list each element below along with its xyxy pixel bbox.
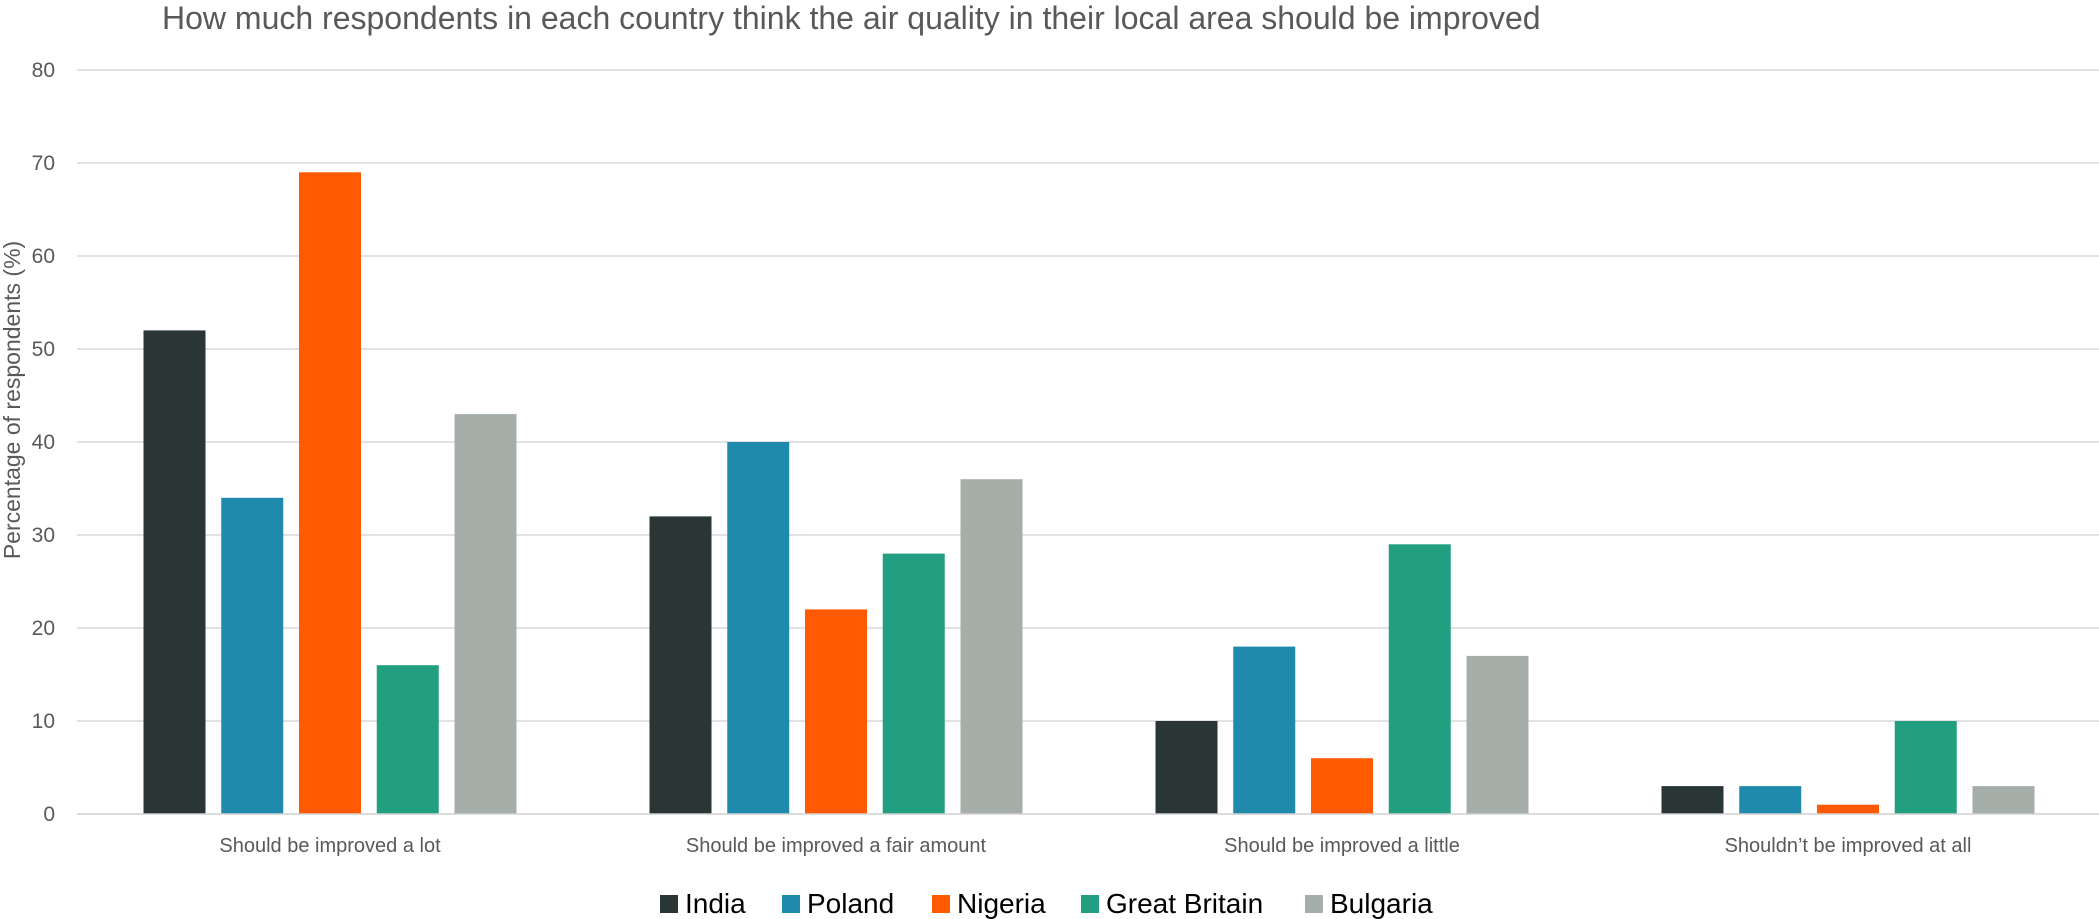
y-tick-label: 30 [32,524,55,547]
bar-bulgaria-1 [454,414,517,814]
gridlines [77,69,2099,722]
bar-india-1 [143,330,206,814]
x-category-label: Should be improved a little [1224,835,1460,857]
x-category-label: Should be improved a fair amount [686,835,987,857]
y-tick-label: 60 [32,245,55,268]
legend-label: Poland [807,888,894,919]
legend-swatch-great-britain [1081,895,1099,913]
y-tick-label: 70 [32,152,55,175]
legend-swatch-bulgaria [1305,895,1323,913]
legend-label: India [685,888,746,919]
bar-india-2 [649,516,712,814]
legend-label: Nigeria [957,888,1046,919]
bar-poland-3 [1233,646,1296,814]
chart-title: How much respondents in each country thi… [162,0,1541,36]
bar-india-4 [1661,786,1724,814]
bar-great-britain-3 [1388,544,1451,814]
bar-bulgaria-2 [960,479,1023,814]
bar-nigeria-3 [1311,758,1373,814]
legend-swatch-nigeria [932,895,950,913]
bar-india-3 [1155,721,1218,814]
bars [143,172,2035,815]
bar-poland-1 [221,497,284,814]
legend-label: Great Britain [1106,888,1263,919]
y-tick-label: 20 [32,617,55,640]
y-tick-label: 40 [32,431,55,454]
bar-great-britain-2 [882,553,945,814]
x-category-label: Shouldn’t be improved at all [1725,835,1972,857]
legend: India Poland Nigeria Great Britain Bulgaria [660,888,1433,919]
x-axis-category-labels: Should be improved a lot Should be improv… [219,835,1971,857]
bar-poland-2 [727,442,790,814]
bar-nigeria-2 [805,609,867,814]
bar-nigeria-1 [299,172,361,815]
legend-label: Bulgaria [1330,888,1433,919]
legend-swatch-india [660,895,678,913]
y-tick-label: 10 [32,710,55,733]
bar-poland-4 [1739,786,1802,814]
y-axis-label: Percentage of respondents (%) [0,241,25,559]
y-tick-label: 0 [43,803,55,826]
x-category-label: Should be improved a lot [219,835,441,857]
bar-bulgaria-4 [1972,786,2035,814]
y-tick-label: 80 [32,59,55,82]
bar-great-britain-4 [1894,721,1957,814]
legend-swatch-poland [782,895,800,913]
bar-great-britain-1 [376,665,439,814]
bar-nigeria-4 [1817,804,1879,814]
y-tick-label: 50 [32,338,55,361]
bar-bulgaria-3 [1466,655,1529,814]
y-axis-ticks: 0 10 20 30 40 50 60 70 80 [32,59,55,826]
